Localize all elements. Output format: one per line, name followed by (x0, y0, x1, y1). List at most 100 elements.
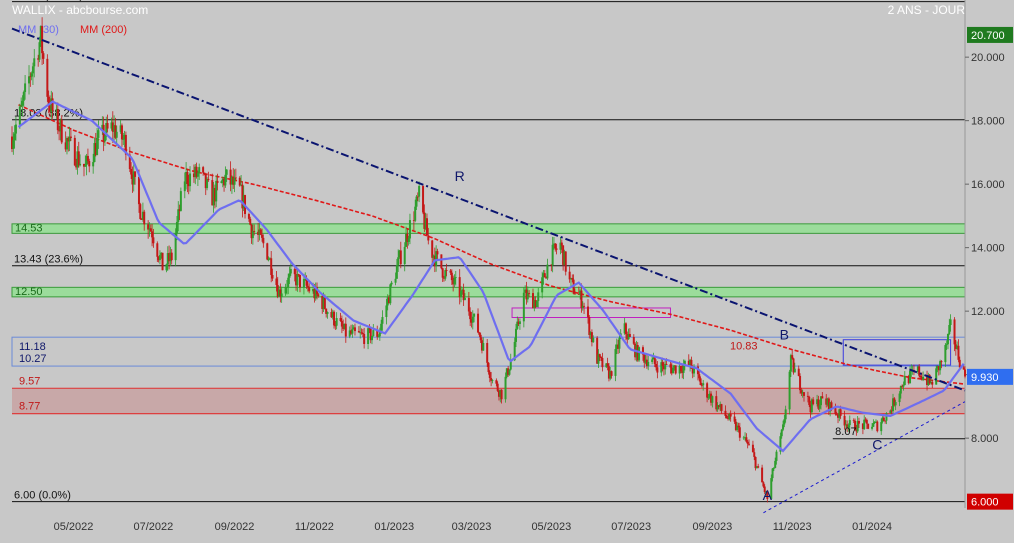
candle-body (441, 268, 444, 278)
candle-body (766, 491, 769, 499)
candle-body (288, 273, 291, 278)
candle-body (535, 301, 538, 308)
candle-body (225, 169, 228, 175)
candle-body (101, 124, 104, 131)
candle-body (436, 251, 439, 255)
candle-body (889, 410, 892, 414)
candle-body (259, 229, 262, 235)
candle-body (843, 415, 846, 426)
candle-body (725, 415, 728, 419)
candle-body (784, 409, 787, 420)
candle-body (500, 389, 503, 400)
candle-body (241, 184, 244, 209)
candle-body (177, 209, 180, 222)
candle-body (352, 327, 355, 330)
x-tick-label: 05/2022 (54, 521, 94, 533)
ma200-line (18, 104, 966, 385)
candle-body (605, 363, 608, 368)
candle-body (130, 169, 133, 175)
candle-body (224, 174, 227, 186)
candle-body (14, 124, 17, 134)
candle-body (682, 365, 685, 373)
axis-layer: 8.00010.00012.00014.00016.00018.00020.00… (18, 0, 1005, 533)
candle-body (892, 398, 895, 412)
candle-body (678, 365, 681, 374)
candle-body (652, 357, 655, 360)
candle-body (415, 196, 418, 207)
candle-body (165, 264, 168, 271)
candle-body (775, 451, 778, 461)
candle-body (645, 359, 648, 367)
candle-body (322, 297, 325, 309)
candle-body (526, 292, 529, 300)
candle-body (22, 92, 25, 101)
candle-body (936, 365, 939, 369)
labels-layer: R B A C 10.83 8.07 20.700 9.930 6.000 (455, 26, 1013, 510)
candle-body (275, 278, 278, 286)
candle-body (808, 396, 811, 405)
candle-body (835, 414, 838, 415)
candle-body (166, 253, 169, 265)
fib-label: 6.00 (0.0%) (14, 490, 71, 502)
candle-body (388, 297, 391, 304)
candle-body (414, 206, 417, 221)
candle-body (909, 370, 912, 384)
candle-body (331, 311, 334, 318)
candle-body (876, 421, 879, 432)
candle-body (491, 380, 494, 381)
zone-label: 11.18 (19, 341, 46, 353)
top-price-badge-bg (967, 26, 1013, 43)
candle-body (253, 230, 256, 232)
candle-body (496, 383, 499, 391)
candle-body (444, 270, 447, 279)
last-price-badge: 9.930 (971, 372, 999, 384)
candle-body (829, 402, 832, 412)
candle-body (407, 238, 410, 242)
candle-body (113, 125, 116, 132)
candle-body (792, 358, 795, 373)
candle-body (748, 443, 751, 445)
candle-body (944, 345, 947, 363)
candle-body (13, 133, 16, 141)
candle-body (643, 354, 646, 363)
candle-body (670, 367, 673, 374)
candle-body (920, 377, 923, 380)
candle-body (505, 368, 508, 377)
candle-body (140, 218, 143, 220)
candle-body (871, 426, 874, 429)
header-source: WALLIX - abcbourse.com (12, 3, 148, 17)
candle-body (38, 42, 41, 60)
candle-body (641, 347, 644, 355)
candle-body (369, 328, 372, 341)
candle-body (85, 155, 88, 166)
candle-body (856, 421, 859, 432)
ma30-layer (17, 100, 965, 453)
candle-body (106, 123, 109, 129)
zone-label: 9.57 (19, 375, 40, 387)
y-tick-label: 18.000 (971, 116, 1005, 128)
candle-body (626, 334, 629, 340)
candle-body (314, 287, 317, 299)
candle-body (586, 306, 589, 318)
candle-body (24, 83, 27, 93)
candle-body (789, 355, 792, 372)
candle-body (873, 422, 876, 424)
candle-body (266, 243, 269, 260)
candle-body (880, 422, 883, 432)
candle-body (280, 293, 283, 297)
candle-body (308, 287, 311, 292)
legend-entry: MM (30) (18, 24, 59, 36)
candle-body (812, 399, 815, 405)
candle-body (367, 328, 370, 344)
candle-body (624, 323, 627, 335)
candle-body (170, 252, 173, 261)
candle-body (507, 368, 510, 375)
bottom-price-badge: 6.000 (971, 497, 999, 509)
candle-body (156, 243, 159, 257)
candle-body (469, 311, 472, 320)
candle-body (581, 305, 584, 308)
zone-label: 10.27 (19, 353, 47, 365)
candle-body (458, 277, 461, 298)
candle-body (317, 294, 320, 297)
candle-body (953, 319, 956, 345)
